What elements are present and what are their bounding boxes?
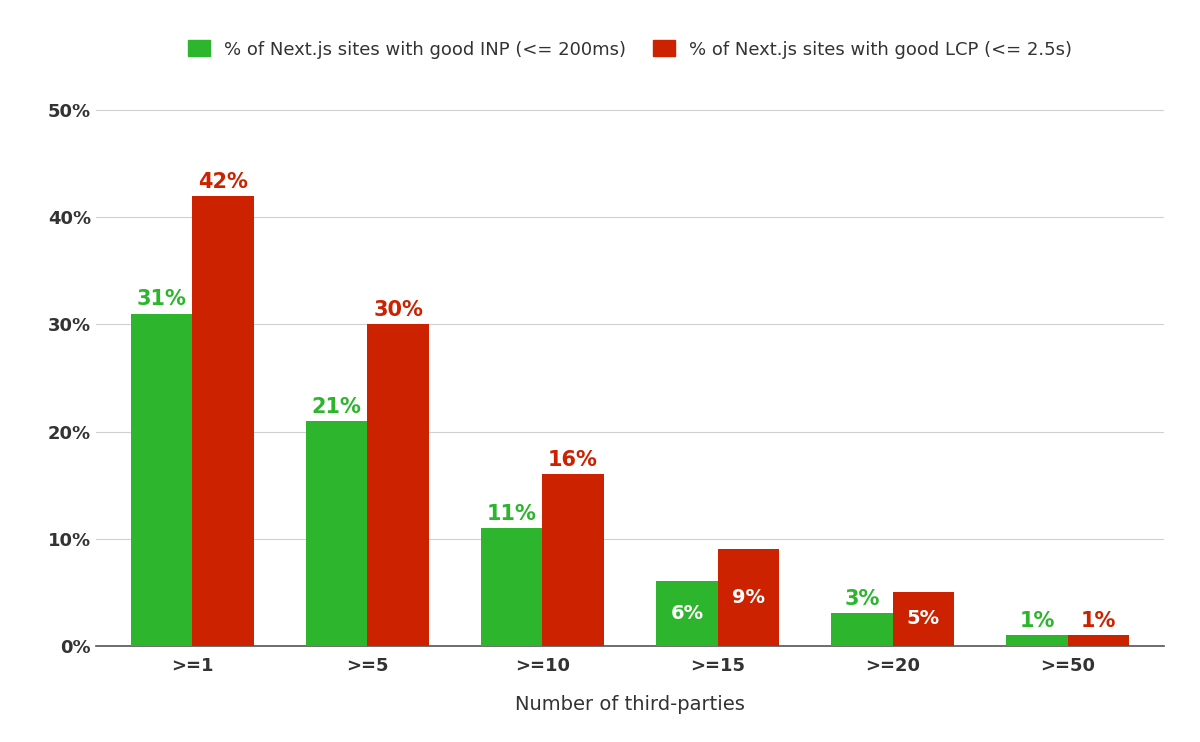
Text: 1%: 1% bbox=[1081, 611, 1116, 631]
Text: 6%: 6% bbox=[671, 604, 703, 623]
Bar bbox=[306, 421, 367, 646]
X-axis label: Number of third-parties: Number of third-parties bbox=[515, 695, 745, 715]
Text: 42%: 42% bbox=[198, 172, 248, 191]
Bar bbox=[1068, 635, 1129, 646]
Text: 16%: 16% bbox=[548, 450, 598, 470]
Text: 31%: 31% bbox=[137, 289, 186, 309]
Text: 3%: 3% bbox=[845, 589, 880, 609]
Bar bbox=[481, 528, 542, 646]
Bar bbox=[192, 196, 253, 646]
Text: 21%: 21% bbox=[312, 396, 361, 416]
Text: 30%: 30% bbox=[373, 301, 422, 321]
Bar bbox=[542, 474, 604, 646]
Bar bbox=[893, 592, 954, 646]
Legend: % of Next.js sites with good INP (<= 200ms), % of Next.js sites with good LCP (<: % of Next.js sites with good INP (<= 200… bbox=[179, 31, 1081, 68]
Bar bbox=[131, 314, 192, 646]
Text: 11%: 11% bbox=[487, 504, 536, 524]
Bar bbox=[656, 581, 718, 646]
Bar bbox=[832, 614, 893, 646]
Text: 5%: 5% bbox=[907, 609, 940, 628]
Text: 1%: 1% bbox=[1019, 611, 1055, 631]
Text: 9%: 9% bbox=[732, 588, 764, 607]
Bar bbox=[718, 549, 779, 646]
Bar bbox=[1007, 635, 1068, 646]
Bar bbox=[367, 324, 428, 646]
